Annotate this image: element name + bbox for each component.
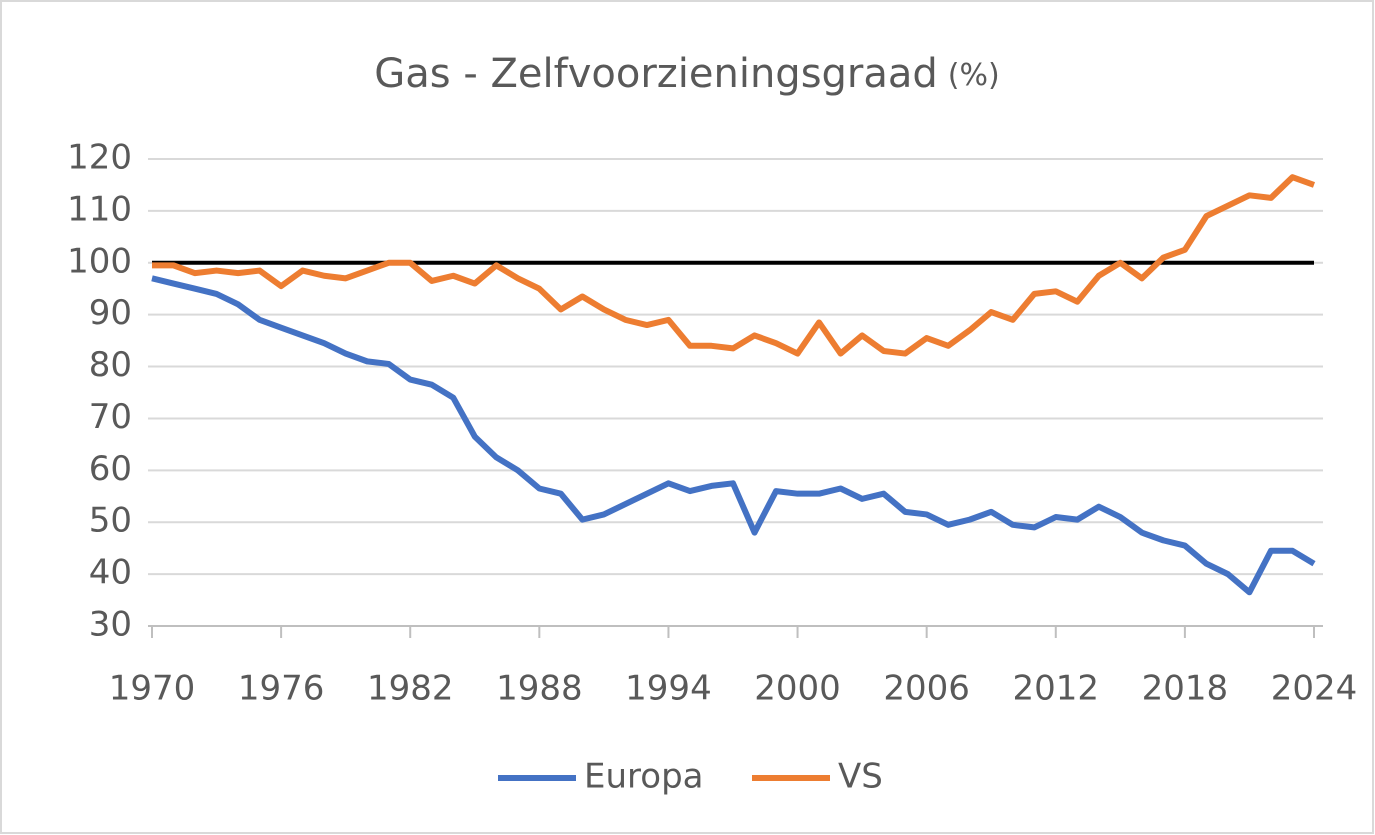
x-tick-label: 2024 (1271, 669, 1358, 709)
x-tick-label: 1976 (238, 669, 325, 709)
legend-label: Europa (584, 757, 703, 797)
y-tick-label: 120 (67, 138, 132, 178)
chart-title: Gas - Zelfvoorzieningsgraad (%) (374, 51, 999, 97)
x-tick-label: 1994 (625, 669, 712, 709)
series-line (152, 174, 1316, 357)
x-tick-label: 2012 (1013, 669, 1100, 709)
legend-label: VS (838, 757, 883, 797)
y-tick-label: 40 (89, 553, 132, 593)
x-tick-label: 2018 (1142, 669, 1229, 709)
y-tick-label: 80 (89, 345, 132, 385)
y-tick-label: 100 (67, 241, 132, 281)
x-tick-label: 1970 (109, 669, 196, 709)
y-tick-label: 110 (67, 189, 132, 229)
x-tick-label: 1988 (496, 669, 583, 709)
title-main: Gas - Zelfvoorzieningsgraad (374, 51, 938, 97)
y-tick-label: 90 (89, 293, 132, 333)
title-unit: (%) (948, 58, 1000, 93)
y-tick-label: 70 (89, 397, 132, 437)
y-tick-label: 60 (89, 449, 132, 489)
x-tick-label: 2000 (754, 669, 841, 709)
y-tick-label: 30 (89, 605, 132, 645)
series-line (151, 275, 1316, 596)
y-tick-label: 50 (89, 501, 132, 541)
x-tick-label: 2006 (883, 669, 970, 709)
x-tick-label: 1982 (367, 669, 454, 709)
